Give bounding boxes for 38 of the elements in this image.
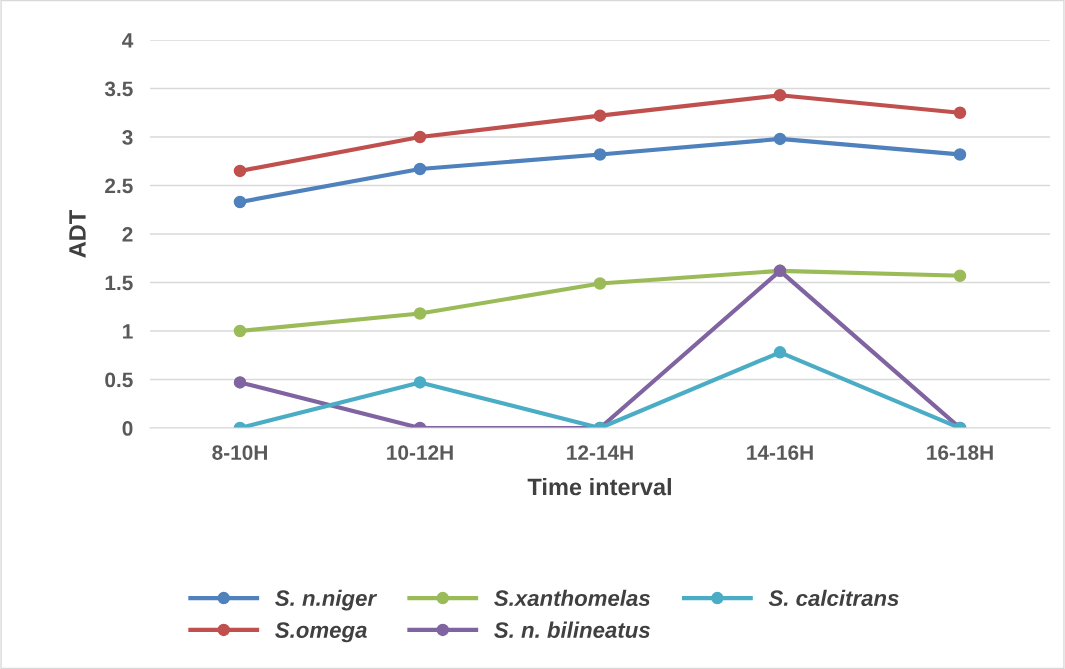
point <box>233 195 247 209</box>
y-axis-title: ADT <box>69 209 86 258</box>
point <box>413 162 427 176</box>
point <box>773 346 787 359</box>
legend-label: S. calcitrans <box>768 589 899 607</box>
x-tick-label: 14-16H <box>747 445 813 460</box>
y-tick-label: 3 <box>122 130 133 145</box>
x-tick-label: 12-14H <box>567 445 633 460</box>
x-axis-title: Time interval <box>527 477 671 496</box>
y-tick-label: 0.5 <box>105 372 133 388</box>
x-tick-label: 10-12H <box>387 445 453 460</box>
y-tick-label: 2.5 <box>105 178 133 194</box>
y-tick-label: 1 <box>123 324 133 339</box>
point <box>413 307 427 320</box>
legend-label: S. n. bilineatus <box>494 621 650 638</box>
point <box>233 324 247 338</box>
x-tick-label: 16-18H <box>927 445 993 460</box>
y-tick-label: 2 <box>122 227 133 242</box>
point <box>953 269 967 282</box>
legend-label: S. n.niger <box>275 589 378 611</box>
y-tick-label: 4 <box>122 33 134 48</box>
y-tick-label: 1.5 <box>105 275 133 291</box>
y-tick-label: 0 <box>122 421 133 436</box>
point <box>593 109 607 122</box>
point <box>953 106 967 120</box>
legend-label: S.omega <box>275 622 367 643</box>
point <box>953 148 967 161</box>
point <box>773 132 787 146</box>
y-tick-label: 3.5 <box>104 81 133 97</box>
point <box>233 376 247 389</box>
point <box>593 148 607 161</box>
x-tick-label: 8-10H <box>212 445 267 460</box>
point <box>773 89 787 102</box>
legend-label: S.xanthomelas <box>494 589 650 607</box>
point <box>233 164 247 178</box>
point <box>593 277 607 290</box>
point <box>413 130 427 144</box>
point <box>413 376 427 389</box>
